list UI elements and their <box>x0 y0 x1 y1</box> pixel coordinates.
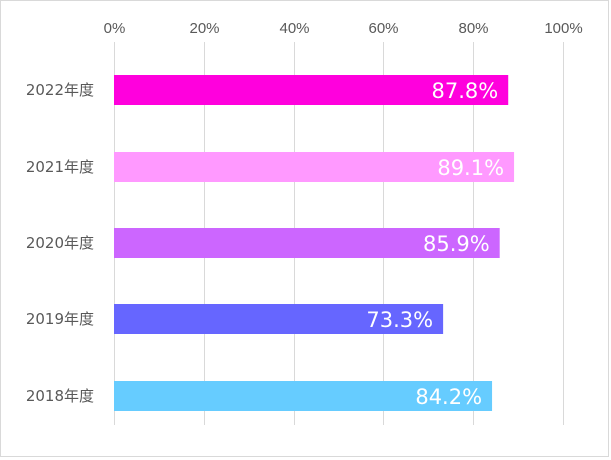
x-tick-label: 100% <box>544 20 582 37</box>
y-category-label: 2021年度 <box>26 158 94 176</box>
bar <box>114 152 515 182</box>
data-label: 84.2% <box>415 385 482 409</box>
bar <box>114 75 509 105</box>
x-tick-label: 20% <box>189 20 219 37</box>
bar <box>114 381 493 411</box>
y-category-label: 2020年度 <box>26 234 94 252</box>
x-tick-label: 40% <box>279 20 309 37</box>
data-labels: 87.8% 89.1% 85.9% 73.3% 84.2% <box>366 79 504 409</box>
y-category-label: 2018年度 <box>26 387 94 405</box>
x-tick-label: 0% <box>104 20 126 37</box>
data-label: 73.3% <box>366 308 433 332</box>
data-label: 87.8% <box>432 79 499 103</box>
x-axis-ticks: 0% 20% 40% 60% 80% 100% <box>104 20 583 37</box>
bar <box>114 228 500 258</box>
bar <box>114 304 444 334</box>
x-tick-label: 60% <box>368 20 398 37</box>
y-category-label: 2022年度 <box>26 81 94 99</box>
bars <box>114 75 515 411</box>
data-label: 89.1% <box>437 156 504 180</box>
data-label: 85.9% <box>423 232 490 256</box>
y-axis-categories: 2022年度 2021年度 2020年度 2019年度 2018年度 <box>26 81 94 405</box>
x-tick-label: 80% <box>458 20 488 37</box>
y-category-label: 2019年度 <box>26 310 94 328</box>
